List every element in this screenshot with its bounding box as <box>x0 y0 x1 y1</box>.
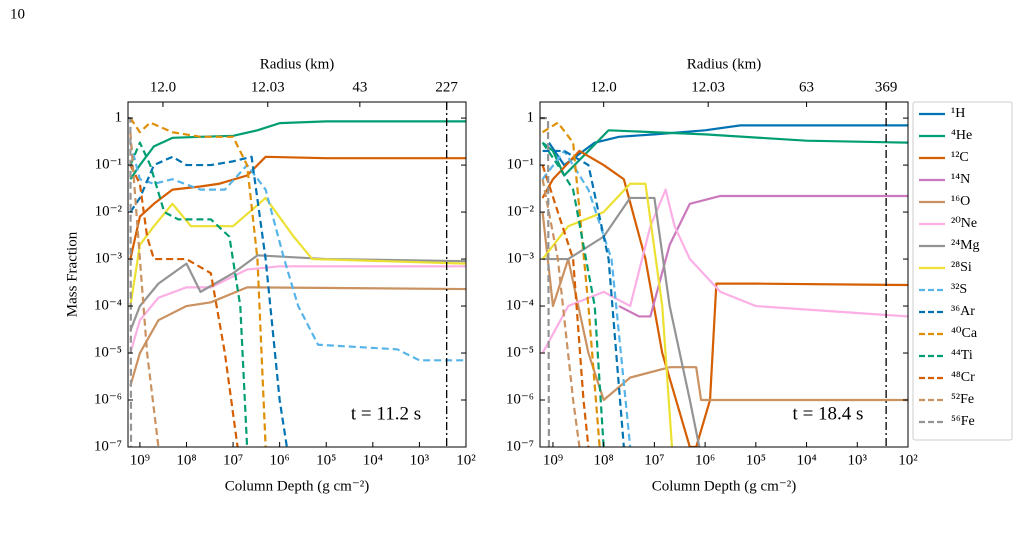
x2-tick-label: 63 <box>799 79 814 95</box>
y-tick-label: 1 <box>527 110 535 126</box>
y-axis-label: Mass Fraction <box>64 231 80 317</box>
y-tick-label: 10⁻² <box>95 204 123 220</box>
legend-label: ⁵²Fe <box>951 392 974 407</box>
legend-label: ²⁰Ne <box>951 216 977 231</box>
y-tick-label: 10⁻⁴ <box>506 297 534 313</box>
y-tick-label: 10⁻¹ <box>507 157 534 173</box>
x2-tick-label: 369 <box>875 79 898 95</box>
legend-label: ⁴⁴Ti <box>951 348 973 363</box>
x-tick-label: 10⁵ <box>316 452 336 468</box>
x-tick-label: 10⁸ <box>176 452 196 468</box>
series-line <box>548 124 908 167</box>
series-line <box>541 142 605 447</box>
series-line <box>542 121 601 447</box>
x-tick-label: 10⁵ <box>746 452 766 468</box>
legend-label: ¹⁶O <box>951 194 970 209</box>
y-tick-label: 10⁻³ <box>95 250 123 266</box>
series-line <box>129 155 288 447</box>
series-line <box>541 179 581 447</box>
annotation: t = 18.4 s <box>793 403 864 424</box>
x2-tick-label: 12.03 <box>691 79 725 95</box>
series-line <box>129 164 239 447</box>
plot-frame <box>539 101 909 448</box>
series-line <box>541 149 632 447</box>
x-tick-label: 10² <box>456 452 476 468</box>
x2-tick-label: 12.0 <box>150 79 176 95</box>
x2-tick-label: 43 <box>352 79 367 95</box>
y-tick-label: 10⁻⁷ <box>94 438 122 454</box>
x-tick-label: 10⁶ <box>695 452 715 468</box>
series-group <box>128 116 466 447</box>
annotation: t = 11.2 s <box>351 403 421 424</box>
series-line <box>541 182 674 447</box>
series-line <box>129 286 466 387</box>
x-tick-label: 10⁹ <box>130 452 150 468</box>
series-line <box>542 196 701 447</box>
x-tick-label: 10⁸ <box>594 452 614 468</box>
legend-label: ²⁸Si <box>951 260 972 275</box>
y-tick-label: 10⁻¹ <box>95 157 122 173</box>
y-tick-label: 10⁻⁶ <box>506 391 534 407</box>
x-tick-label: 10³ <box>410 452 430 468</box>
x2-axis-label: Radius (km) <box>260 56 335 72</box>
x2-tick-label: 12.0 <box>591 79 617 95</box>
plot-frame <box>127 101 467 448</box>
legend-label: ³²S <box>951 282 967 297</box>
x-tick-label: 10⁹ <box>543 452 563 468</box>
y-tick-label: 10⁻³ <box>507 250 535 266</box>
x2-tick-label: 12.03 <box>251 79 285 95</box>
legend-label: ¹⁴N <box>951 172 970 187</box>
legend-label: ³⁶Ar <box>951 304 975 319</box>
legend-label: ⁴⁰Ca <box>951 326 978 341</box>
page-number: 10 <box>10 6 25 22</box>
y-tick-label: 10⁻² <box>507 204 535 220</box>
x2-tick-label: 227 <box>435 79 458 95</box>
x-axis-label: Column Depth (g cm⁻²) <box>652 478 796 494</box>
y-tick-label: 10⁻⁷ <box>506 438 534 454</box>
y-tick-label: 10⁻⁵ <box>506 344 534 360</box>
y-tick-label: 10⁻⁴ <box>94 297 122 313</box>
x-tick-label: 10⁶ <box>270 452 290 468</box>
series-line <box>129 141 249 447</box>
x-tick-label: 10² <box>898 452 918 468</box>
series-line <box>129 142 466 362</box>
x2-axis-label: Radius (km) <box>687 56 762 72</box>
y-tick-label: 10⁻⁵ <box>94 344 122 360</box>
legend-label: ¹H <box>951 106 965 121</box>
legend-label: ²⁴Mg <box>951 238 980 253</box>
legend-label: ⁴He <box>951 128 972 143</box>
x-tick-label: 10⁷ <box>223 452 243 468</box>
series-line <box>129 132 160 447</box>
series-line <box>129 254 466 332</box>
series-line <box>541 129 908 177</box>
y-tick-label: 1 <box>115 110 123 126</box>
x-tick-label: 10⁴ <box>796 452 816 468</box>
series-group <box>540 116 908 447</box>
series-line <box>541 149 908 447</box>
series-line <box>129 196 466 307</box>
x-tick-label: 10⁴ <box>363 452 383 468</box>
series-line <box>129 155 466 260</box>
x-axis-label: Column Depth (g cm⁻²) <box>225 478 369 494</box>
legend-label: ⁵⁶Fe <box>951 414 975 429</box>
series-line <box>541 164 590 447</box>
series-line <box>618 194 908 318</box>
x-tick-label: 10⁷ <box>644 452 664 468</box>
series-line <box>129 120 466 180</box>
series-line <box>129 117 267 447</box>
series-line <box>542 149 625 447</box>
legend-label: ¹²C <box>951 150 969 165</box>
x-tick-label: 10³ <box>848 452 868 468</box>
series-line <box>541 188 908 354</box>
y-tick-label: 10⁻⁶ <box>94 391 122 407</box>
legend-label: ⁴⁸Cr <box>951 370 975 385</box>
